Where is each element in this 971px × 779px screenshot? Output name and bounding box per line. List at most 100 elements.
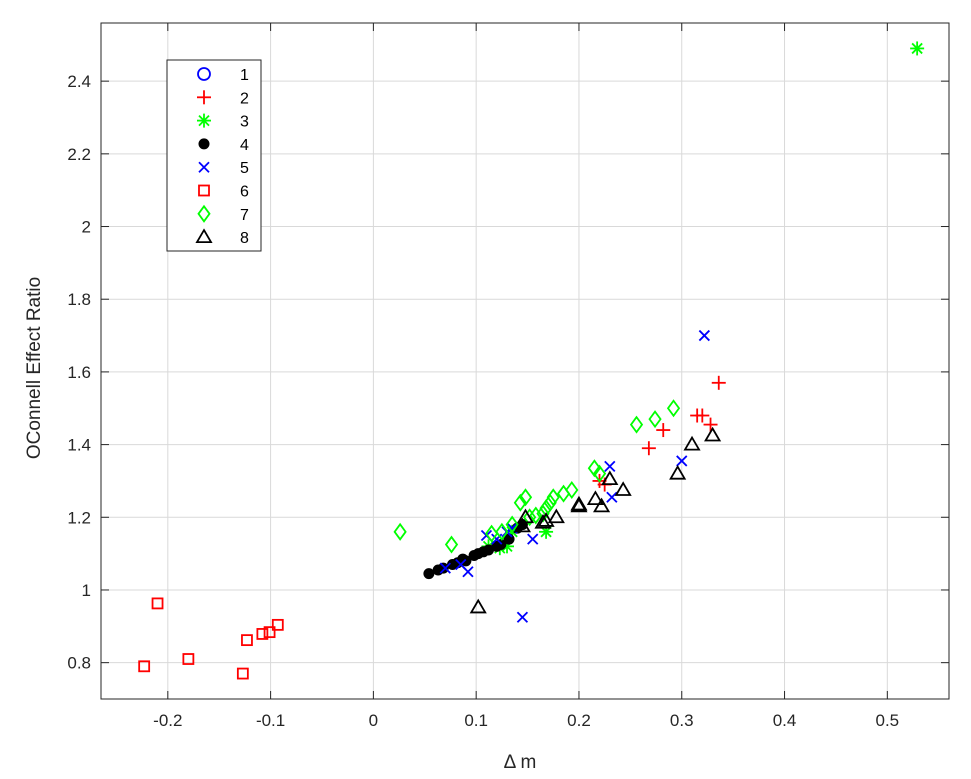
legend-label-8: 8 bbox=[240, 230, 249, 247]
legend: 1 2 3 4 5 6 7 8 bbox=[166, 59, 262, 252]
data-point-series-7 bbox=[513, 493, 527, 512]
data-point-series-5 bbox=[604, 460, 616, 473]
data-point-series-6 bbox=[256, 628, 269, 640]
data-point-series-2 bbox=[641, 441, 656, 456]
data-point-series-6 bbox=[182, 653, 195, 665]
data-point-series-8 bbox=[547, 508, 565, 524]
legend-marker-7 bbox=[197, 204, 211, 223]
legend-marker-3 bbox=[197, 113, 211, 128]
data-point-series-7 bbox=[518, 488, 533, 507]
y-tick-label: 2 bbox=[82, 218, 91, 237]
data-point-series-8 bbox=[570, 497, 588, 513]
data-point-series-7 bbox=[444, 535, 459, 554]
data-point-series-5 bbox=[676, 455, 688, 467]
x-tick-label: 0.1 bbox=[464, 711, 488, 730]
data-markers bbox=[138, 41, 925, 680]
data-point-series-2 bbox=[711, 375, 726, 390]
data-point-series-7 bbox=[629, 415, 644, 434]
legend-items: 1 2 3 4 5 6 7 8 bbox=[195, 67, 249, 247]
data-point-series-4 bbox=[460, 555, 472, 567]
data-point-series-5 bbox=[439, 562, 451, 574]
data-point-series-7 bbox=[592, 464, 607, 483]
data-point-series-8 bbox=[601, 470, 619, 486]
data-point-series-5 bbox=[527, 533, 539, 545]
data-point-series-7 bbox=[648, 410, 662, 429]
x-axis-label: Δ m bbox=[504, 752, 537, 773]
data-point-series-8 bbox=[513, 517, 531, 533]
x-axis-ticks: -0.2 -0.1 0 0.1 0.2 0.3 0.4 0.5 bbox=[153, 23, 899, 730]
x-tick-label: 0.4 bbox=[773, 711, 797, 730]
data-point-series-2 bbox=[703, 417, 718, 432]
legend-label-7: 7 bbox=[240, 207, 249, 224]
data-point-series-7 bbox=[505, 515, 519, 534]
y-axis-ticks: 0.8 1 1.2 1.4 1.6 1.8 2 2.2 2.4 bbox=[67, 72, 949, 673]
legend-marker-4 bbox=[198, 138, 210, 150]
legend-box bbox=[166, 59, 262, 252]
data-point-series-7 bbox=[587, 459, 601, 478]
data-point-series-8 bbox=[614, 481, 632, 496]
data-point-series-8 bbox=[704, 426, 722, 442]
data-point-series-4 bbox=[495, 539, 507, 551]
y-tick-label: 1 bbox=[82, 581, 91, 600]
data-point-series-5 bbox=[698, 329, 711, 342]
data-point-series-7 bbox=[546, 488, 560, 507]
x-tick-label: 0.3 bbox=[670, 711, 694, 730]
legend-marker-6 bbox=[198, 184, 210, 197]
data-point-series-7 bbox=[393, 522, 407, 541]
data-point-series-5 bbox=[462, 566, 474, 578]
legend-marker-2 bbox=[197, 90, 211, 105]
data-point-series-8 bbox=[516, 508, 535, 524]
data-point-series-8 bbox=[469, 598, 487, 614]
x-tick-label: -0.1 bbox=[256, 711, 285, 730]
x-tick-label: 0.2 bbox=[567, 711, 591, 730]
legend-label-6: 6 bbox=[240, 184, 249, 201]
data-point-series-2 bbox=[695, 408, 710, 423]
data-point-series-6 bbox=[138, 660, 151, 673]
data-point-series-7 bbox=[495, 522, 509, 541]
y-tick-label: 1.4 bbox=[67, 436, 91, 455]
legend-label-3: 3 bbox=[240, 114, 249, 131]
y-tick-label: 0.8 bbox=[67, 654, 91, 673]
x-tick-label: 0 bbox=[369, 711, 378, 730]
data-point-series-6 bbox=[236, 667, 249, 680]
data-point-series-8 bbox=[669, 464, 687, 480]
legend-marker-5 bbox=[198, 161, 210, 173]
legend-label-2: 2 bbox=[240, 90, 249, 107]
data-point-series-7 bbox=[543, 493, 557, 512]
data-point-series-4 bbox=[437, 562, 449, 574]
data-point-series-6 bbox=[151, 597, 164, 610]
data-point-series-7 bbox=[565, 480, 579, 500]
x-tick-label: 0.5 bbox=[876, 711, 900, 730]
y-tick-label: 1.8 bbox=[67, 290, 91, 309]
data-point-series-8 bbox=[534, 513, 552, 529]
legend-marker-8 bbox=[195, 228, 213, 244]
legend-label-5: 5 bbox=[240, 160, 249, 177]
data-point-series-8 bbox=[593, 497, 611, 513]
data-point-series-8 bbox=[683, 435, 701, 451]
y-tick-label: 1.2 bbox=[67, 508, 91, 527]
legend-marker-1 bbox=[197, 67, 211, 81]
data-point-series-2 bbox=[656, 423, 671, 438]
y-tick-label: 1.6 bbox=[67, 363, 91, 382]
data-point-series-8 bbox=[537, 512, 555, 527]
data-point-series-6 bbox=[241, 634, 253, 647]
data-point-series-5 bbox=[516, 611, 529, 623]
data-point-series-7 bbox=[523, 508, 537, 527]
data-point-series-6 bbox=[263, 626, 276, 639]
legend-label-4: 4 bbox=[240, 137, 249, 154]
data-point-series-8 bbox=[570, 495, 588, 511]
data-point-series-7 bbox=[529, 506, 543, 525]
plot-frame bbox=[100, 22, 950, 700]
data-point-series-6 bbox=[271, 618, 284, 631]
x-tick-label: -0.2 bbox=[153, 711, 182, 730]
data-point-series-3 bbox=[910, 41, 925, 56]
data-point-series-5 bbox=[606, 491, 618, 503]
data-point-series-7 bbox=[536, 504, 550, 523]
y-tick-label: 2.4 bbox=[67, 72, 91, 91]
y-tick-label: 2.2 bbox=[67, 145, 91, 164]
data-point-series-7 bbox=[484, 524, 499, 543]
data-point-series-7 bbox=[666, 399, 681, 418]
data-point-series-8 bbox=[586, 490, 604, 506]
data-point-series-4 bbox=[423, 568, 435, 580]
